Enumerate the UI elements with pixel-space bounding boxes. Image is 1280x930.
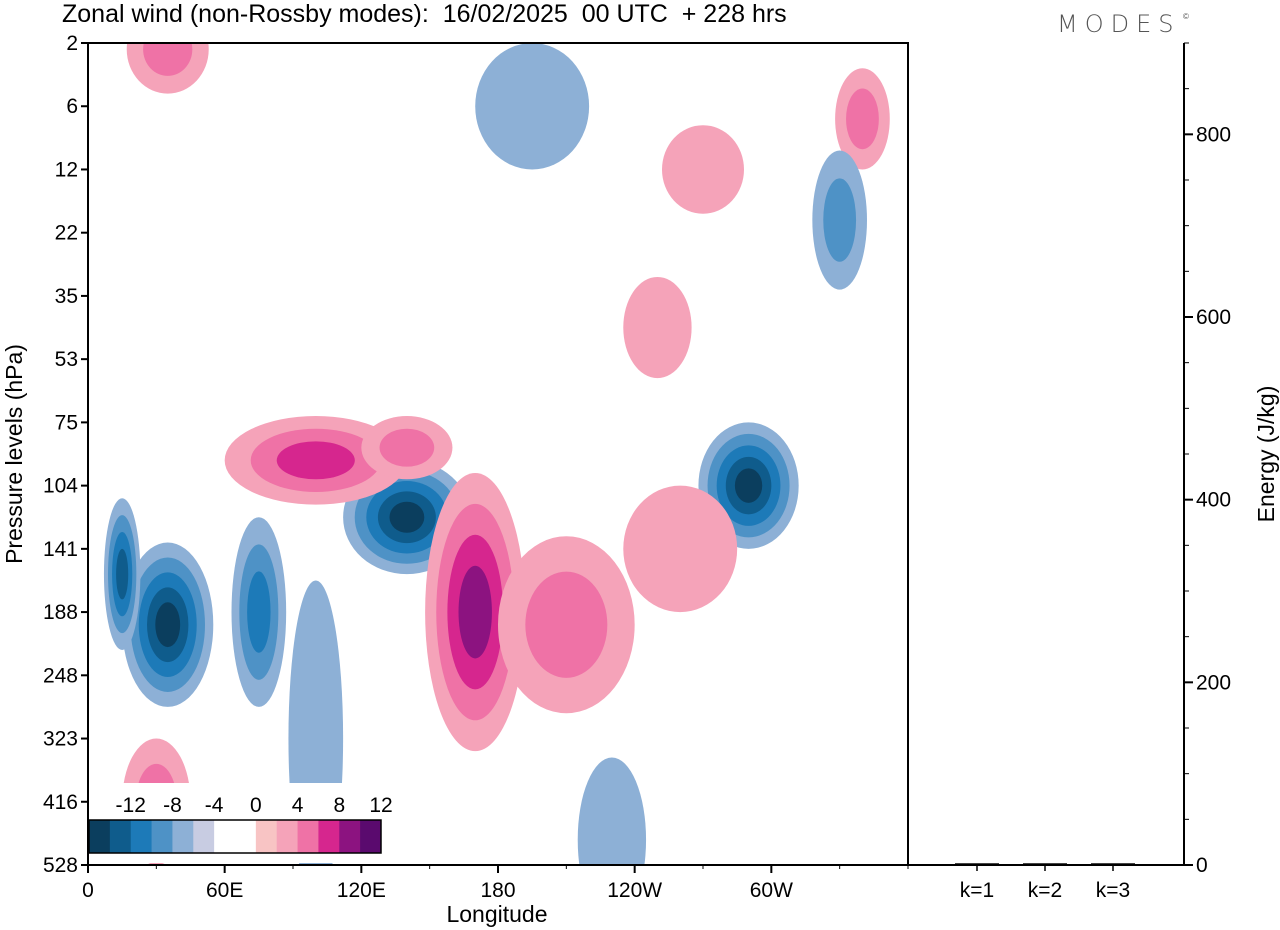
- colorbar-swatch: [109, 820, 132, 853]
- colorbar-swatch: [318, 820, 340, 853]
- contour-band: [577, 757, 647, 865]
- colorbar-swatch: [297, 820, 319, 853]
- y-tick-label: 22: [55, 222, 78, 245]
- colorbar-swatch: [276, 820, 299, 853]
- wind-anomaly-0: [122, 542, 214, 707]
- colorbar-swatch: [339, 820, 361, 853]
- x-tick-label: 60E: [206, 879, 243, 902]
- energy-tick-label: 400: [1196, 489, 1231, 512]
- energy-tick-label: 200: [1196, 671, 1231, 694]
- x-tick-label: 0: [82, 879, 94, 902]
- y-axis-title: Pressure levels (hPa): [1, 344, 27, 564]
- y-tick-label: 12: [55, 158, 78, 181]
- contour-band: [823, 178, 857, 262]
- wind-anomaly-17: [623, 276, 692, 379]
- wind-anomaly-4: [698, 422, 799, 549]
- colorbar-swatch: [360, 820, 382, 853]
- wind-anomaly-10: [812, 150, 868, 290]
- colorbar-swatch: [214, 820, 236, 853]
- contour-band: [143, 43, 193, 76]
- wind-anomaly-15: [662, 125, 744, 214]
- y-tick-label: 528: [43, 854, 78, 877]
- contour-band: [379, 428, 435, 467]
- colorbar-swatch: [151, 820, 173, 853]
- wind-anomaly-6: [425, 472, 526, 752]
- wind-anomaly-18: [623, 485, 738, 613]
- colorbar-label: -4: [205, 794, 224, 817]
- wind-anomaly-16: [475, 43, 590, 170]
- y-tick-label: 75: [55, 411, 78, 434]
- energy-tick-label: 800: [1196, 123, 1231, 146]
- colorbar-label: 12: [369, 794, 392, 817]
- colorbar-swatch: [172, 820, 194, 853]
- wind-anomaly-5: [224, 416, 407, 505]
- energy-category-label: k=1: [960, 879, 994, 902]
- modes-logo: MODES: [1057, 10, 1181, 38]
- colorbar-swatch: [255, 820, 278, 853]
- y-tick-label: 2: [66, 32, 78, 55]
- energy-category-label: k=2: [1028, 879, 1062, 902]
- colorbar-label: 4: [292, 794, 304, 817]
- y-tick-label: 35: [55, 285, 78, 308]
- y-tick-label: 416: [43, 791, 78, 814]
- wind-anomaly-1: [103, 498, 141, 651]
- colorbar-label: -8: [163, 794, 182, 817]
- y-tick-label: 141: [43, 538, 78, 561]
- x-tick-label: 120W: [607, 879, 662, 902]
- contour-band: [116, 548, 129, 600]
- y-tick-label: 53: [55, 348, 78, 371]
- colorbar-swatch: [130, 820, 153, 853]
- contour-band: [623, 276, 692, 379]
- wind-anomaly-11: [497, 536, 635, 714]
- energy-tick-label: 0: [1196, 854, 1208, 877]
- y-tick-label: 323: [43, 728, 78, 751]
- colorbar-swatch: [235, 820, 257, 853]
- contour-band: [525, 571, 608, 678]
- energy-bars: k=1 k=2 k=3: [955, 863, 1135, 902]
- y-tick-label: 6: [66, 95, 78, 118]
- chart-title: Zonal wind (non-Rossby modes): 16/02/202…: [62, 0, 787, 28]
- heatmap-axes: 0 60E 120E 180 120W 60W 2 6 12 22 35 53 75 104 141 188 2…: [43, 32, 909, 902]
- contour-band: [276, 441, 355, 480]
- logo-copyright-mark: ©: [1183, 12, 1189, 21]
- colorbar-swatch: [193, 820, 215, 853]
- colorbar: -12 -8 -4 0 4 8 12: [88, 783, 393, 863]
- wind-anomaly-13: [577, 757, 647, 865]
- energy-axis-title: Energy (J/kg): [1253, 386, 1279, 523]
- contour-band: [475, 43, 590, 170]
- wind-anomaly-7: [361, 416, 453, 480]
- contour-band: [734, 468, 763, 503]
- colorbar-label: 8: [333, 794, 345, 817]
- contour-band: [623, 485, 738, 613]
- energy-category-label: k=3: [1096, 879, 1130, 902]
- y-tick-label: 248: [43, 664, 78, 687]
- x-axis-title: Longitude: [446, 901, 547, 927]
- x-tick-label: 180: [480, 879, 515, 902]
- wind-anomaly-8: [126, 43, 209, 94]
- contour-band: [662, 125, 744, 214]
- wind-anomaly-2: [231, 517, 287, 707]
- colorbar-label: 0: [250, 794, 262, 817]
- contour-band: [458, 565, 492, 659]
- colorbar-label: -12: [116, 794, 146, 817]
- contour-band: [155, 602, 181, 648]
- contour-band: [389, 501, 425, 533]
- energy-tick-label: 600: [1196, 306, 1231, 329]
- contour-band: [247, 571, 271, 653]
- wind-anomaly-9: [835, 68, 890, 170]
- colorbar-swatch: [89, 820, 111, 853]
- x-tick-label: 60W: [750, 879, 793, 902]
- contour-band: [846, 88, 879, 150]
- y-tick-label: 188: [43, 601, 78, 624]
- y-tick-label: 104: [43, 475, 78, 498]
- x-tick-label: 120E: [337, 879, 386, 902]
- energy-axes: 0 200 400 600 800: [1184, 42, 1231, 877]
